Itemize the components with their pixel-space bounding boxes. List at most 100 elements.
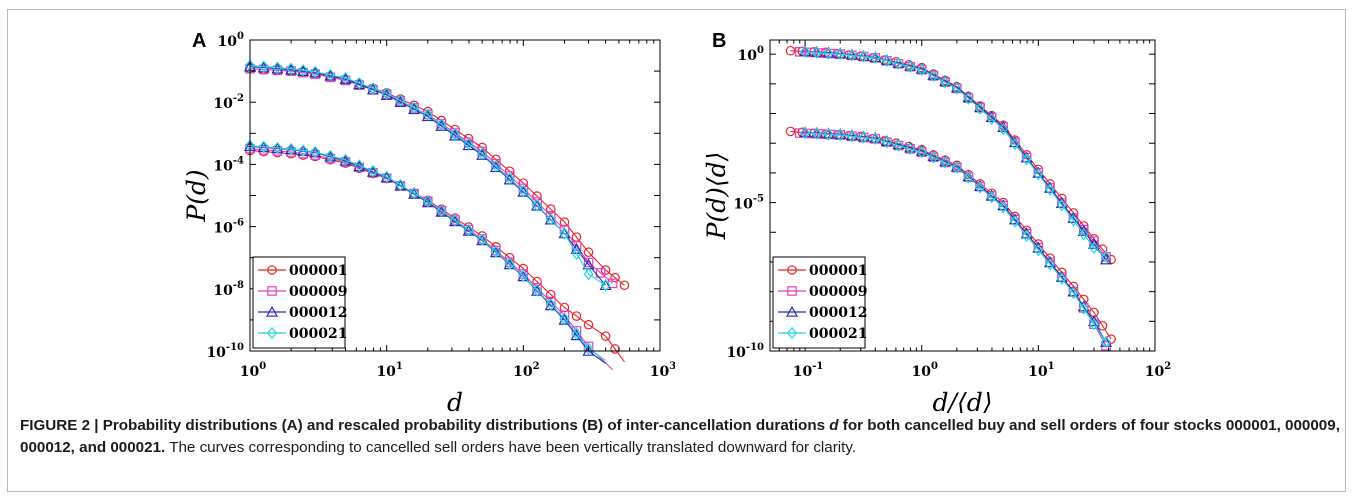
marker-000021-lower-1 [258,140,269,153]
marker-000021-upper-18 [1009,137,1020,151]
marker-000021-lower-18 [1009,215,1020,228]
marker-000021-upper-26 [600,279,611,292]
marker-000021-lower-2 [823,128,834,141]
marker-000001-upper-28 [619,280,630,291]
marker-000021-upper-18 [490,159,501,173]
legend-label-000021: 000021 [289,326,347,342]
marker-000021-upper-19 [1021,153,1032,166]
marker-000021-upper-23 [559,227,570,240]
figure-frame [7,9,1346,492]
marker-000021-lower-17 [477,233,488,246]
legend: 000001 000009 000012 000021 [252,256,347,349]
y-tick-label-5: 10-10 [206,342,244,361]
marker-000001-upper-25 [583,247,594,258]
marker-000021-lower-4 [298,144,309,157]
marker-000021-lower-0 [800,126,811,140]
marker-000021-lower-16 [986,191,997,204]
marker-000021-upper-22 [1056,198,1067,212]
marker-000001-lower-25 [583,319,594,330]
panel-label-b: B [712,30,727,52]
marker-000021-lower-11 [928,151,939,164]
x-axis-label: d [447,388,463,413]
marker-000021-upper-14 [963,92,974,105]
caption-lead-tail: for both cancelled buy and sell orders o… [20,417,1340,456]
marker-000001-upper-23 [559,217,570,227]
marker-000021-lower-14 [963,171,974,184]
y-tick-label-1: 10-2 [213,93,244,112]
x-tick-label-0: 100 [240,361,266,380]
marker-000021-lower-9 [367,164,378,178]
marker-000021-lower-14 [436,204,447,218]
marker-000021-upper-14 [436,118,447,131]
marker-000001-upper-27 [610,272,620,283]
marker-000021-lower-20 [1033,243,1044,257]
marker-000021-upper-4 [846,49,857,62]
legend-label-000021: 000021 [809,326,867,342]
series-line-000021-upper [249,65,606,286]
marker-000012-upper-6 [869,51,882,63]
marker-000021-upper-20 [518,184,529,198]
marker-000021-lower-10 [381,170,392,183]
marker-000021-upper-1 [258,60,269,73]
marker-000021-lower-3 [835,128,846,142]
marker-000021-lower-20 [518,269,529,283]
marker-000021-lower-9 [905,142,916,155]
marker-000012-upper-23 [558,227,571,239]
legend-label-000001: 000001 [809,263,867,279]
marker-000021-lower-6 [325,149,336,163]
caption-body: The curves corresponding to cancelled se… [165,439,857,456]
marker-000021-upper-16 [463,137,474,151]
marker-000021-upper-8 [893,57,904,70]
marker-000012-lower-2 [822,127,835,139]
marker-000001-lower-20 [518,263,529,274]
marker-000021-lower-12 [940,156,951,169]
x-tick-label-2: 101 [1028,361,1054,380]
y-tick-label-2: 10-4 [213,155,244,174]
marker-000021-upper-1 [811,46,822,59]
marker-000021-upper-7 [881,54,892,67]
y-axis-label: P(d)⟨d⟩ [702,152,731,241]
legend-label-000001: 000001 [289,263,347,279]
marker-000021-lower-22 [1056,272,1067,285]
marker-000021-upper-26 [1101,250,1111,263]
marker-000021-lower-3 [286,142,297,156]
marker-000012-upper-2 [822,46,835,58]
marker-000021-upper-24 [571,247,582,260]
marker-000021-upper-10 [916,63,927,76]
legend-label-000012: 000012 [809,305,867,321]
marker-000001-lower-24 [571,311,582,321]
series-line-000009-upper [249,68,613,284]
marker-000021-lower-21 [532,283,543,297]
marker-000021-lower-24 [1078,302,1089,315]
marker-000012-lower-0 [799,126,812,138]
chart-a: 100 101 102 103 100 10-2 10-4 10-6 10-8 10-10 d P(d… [182,31,675,413]
marker-000021-lower-25 [583,342,594,355]
marker-000009-upper-3 [286,66,296,76]
marker-000021-upper-6 [870,51,881,65]
marker-000012-lower-3 [834,128,847,140]
marker-000021-lower-17 [998,201,1009,214]
x-tick-label-3: 103 [650,361,675,380]
marker-000021-upper-17 [998,122,1009,136]
marker-000009-upper-4 [298,67,308,78]
marker-000021-lower-7 [340,153,351,167]
marker-000021-lower-2 [272,141,283,155]
legend: 000001 000009 000012 000021 [772,256,867,349]
x-tick-label-0: 10-1 [793,361,824,380]
legend-label-000009: 000009 [809,284,867,300]
legend-marker-000021 [267,326,277,340]
marker-000012-lower-4 [845,129,858,141]
marker-000021-upper-23 [1068,214,1079,227]
marker-000021-lower-5 [858,131,869,144]
marker-000021-lower-25 [1089,318,1099,331]
legend-marker-000001 [267,265,277,275]
marker-000021-upper-3 [835,48,846,61]
marker-000021-lower-13 [422,195,433,208]
marker-000021-lower-13 [951,161,962,174]
marker-000021-upper-12 [409,101,420,114]
chart-b: 10-1 100 101 102 100 10-5 10-10 d/⟨d⟩ P(d)⟨d⟩ 000… [702,39,1171,413]
series-layer [785,45,1116,351]
legend-marker-000009 [787,286,797,296]
marker-000021-upper-17 [477,147,488,160]
marker-000021-upper-19 [504,172,515,185]
